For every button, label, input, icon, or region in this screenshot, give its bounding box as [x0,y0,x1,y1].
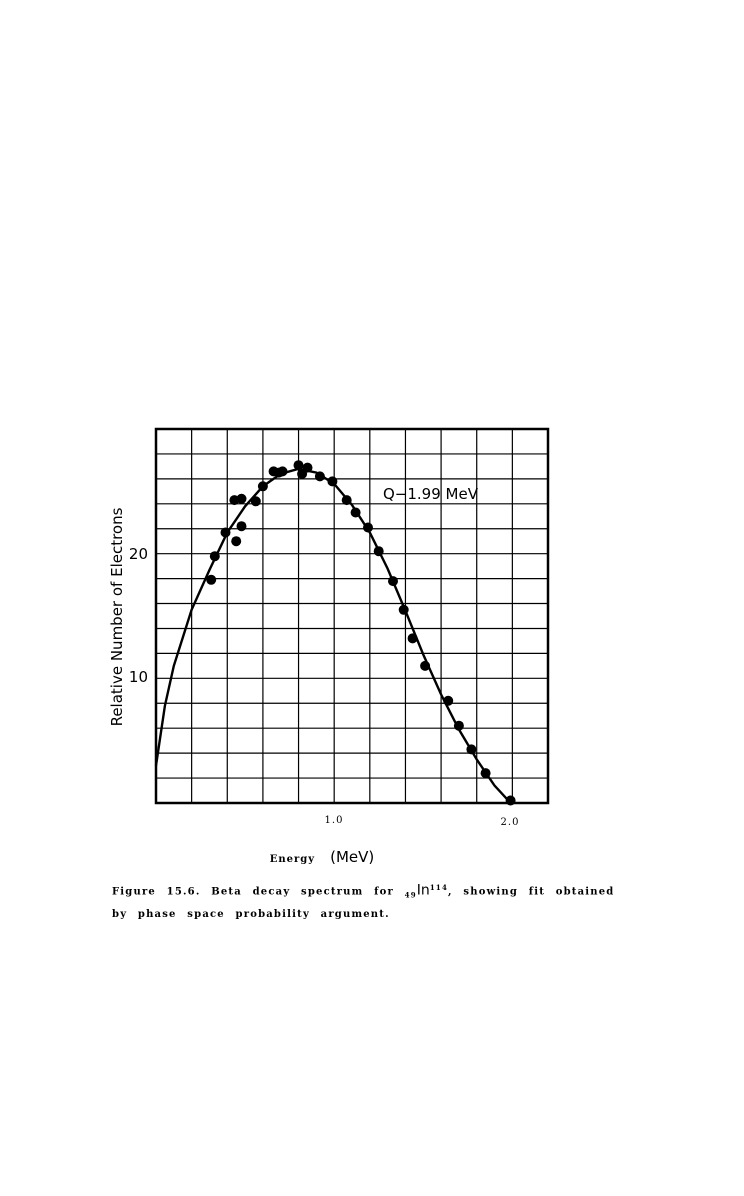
caption-text-before: Beta decay spectrum for [211,886,394,898]
data-point [480,768,491,779]
data-point [257,481,268,492]
data-point [443,695,454,706]
x-tick-label-1: 1.0 [325,815,344,826]
x-tick-label-2: 2.0 [501,817,520,828]
y-axis-label: Relative Number of Electrons [108,507,126,726]
figure-caption: Figure 15.6. Beta decay spectrum for 49I… [112,878,632,925]
data-point [277,466,288,477]
data-point [236,521,247,532]
data-point [420,660,431,671]
caption-nuclide-element: In [416,882,430,899]
data-point [250,496,261,507]
data-point [363,522,373,533]
data-point [341,495,352,506]
caption-nuclide-sub: 49 [404,890,417,900]
data-point [388,576,398,587]
plot-frame [154,427,550,805]
fit-curve [154,467,512,804]
data-point [453,720,464,731]
data-point [209,551,220,562]
data-point [206,574,217,585]
data-point [466,744,477,755]
data-point [350,507,361,518]
data-point [236,493,247,504]
caption-nuclide-sup: 114 [429,883,449,892]
data-point [302,462,313,473]
y-tick-label-10: 10 [129,668,148,686]
caption-label: Figure 15.6. [112,886,201,898]
q-value-annotation: Q−1.99 MeV [383,485,479,503]
data-point [293,460,304,471]
y-tick-label-20: 20 [129,545,148,563]
x-axis-label-unit: (MeV) [330,848,374,866]
data-point [407,633,418,644]
x-axis-label: Energy (MeV) [270,847,375,866]
x-axis-label-main: Energy [270,854,316,865]
data-point [505,795,516,806]
data-points [206,460,516,806]
caption-text-after: , showing fit obtained by phase space pr… [112,886,615,921]
data-point [220,527,231,538]
data-point [373,546,384,557]
data-point [314,471,325,482]
data-point [231,536,242,547]
data-point [327,476,338,487]
chart-grid [156,429,548,803]
data-point [398,604,409,615]
